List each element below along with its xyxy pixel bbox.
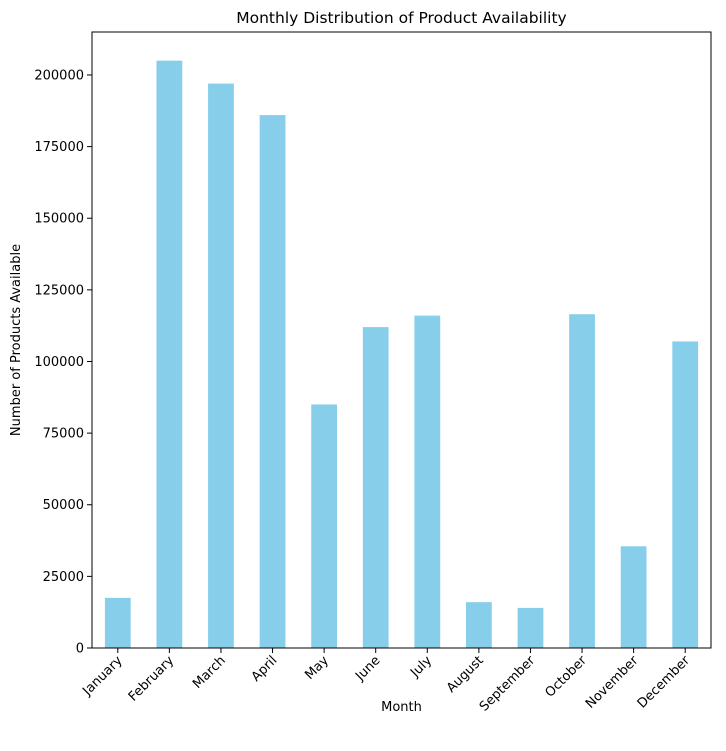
y-tick-label: 25000 bbox=[43, 570, 84, 585]
x-tick-label-december: December bbox=[635, 653, 694, 712]
bar-september bbox=[517, 607, 544, 648]
chart-title: Monthly Distribution of Product Availabi… bbox=[236, 9, 566, 27]
plot-area bbox=[104, 60, 699, 649]
x-tick-label-march: March bbox=[190, 653, 229, 692]
y-axis-label: Number of Products Available bbox=[9, 244, 24, 436]
bar-december bbox=[672, 341, 699, 648]
x-tick-label-june: June bbox=[352, 653, 383, 684]
bar-january bbox=[104, 597, 131, 648]
bar-july bbox=[414, 315, 441, 648]
y-tick-label: 50000 bbox=[43, 498, 84, 513]
y-tick-label: 100000 bbox=[34, 355, 84, 370]
bar-august bbox=[465, 602, 492, 648]
y-axis: 0 25000 50000 75000 100000 125000 150000 175000… bbox=[34, 68, 92, 657]
x-tick-label-january: January bbox=[79, 653, 125, 699]
y-tick-label: 125000 bbox=[34, 283, 84, 298]
y-tick-label: 175000 bbox=[34, 140, 84, 155]
x-tick-label-august: August bbox=[444, 653, 487, 696]
y-tick-label: 200000 bbox=[34, 68, 84, 83]
bar-october bbox=[569, 314, 595, 648]
bar-may bbox=[311, 404, 338, 648]
x-tick-label-may: May bbox=[302, 653, 332, 683]
x-tick-label-november: November bbox=[583, 653, 642, 712]
y-tick-label: 0 bbox=[76, 642, 84, 657]
x-tick-label-april: April bbox=[249, 653, 281, 685]
bar-february bbox=[156, 60, 183, 648]
x-tick-label-october: October bbox=[542, 653, 590, 701]
bar-november bbox=[620, 546, 647, 648]
y-tick-label: 75000 bbox=[43, 427, 84, 442]
x-tick-label-february: February bbox=[126, 653, 178, 705]
x-axis-label: Month bbox=[381, 700, 422, 715]
bar-june bbox=[362, 327, 389, 648]
y-tick-label: 150000 bbox=[34, 212, 84, 227]
bar-april bbox=[259, 115, 286, 648]
x-tick-label-september: September bbox=[477, 653, 539, 715]
plot-frame bbox=[91, 31, 712, 649]
x-tick-label-july: July bbox=[407, 653, 435, 681]
bar-march bbox=[208, 83, 234, 649]
